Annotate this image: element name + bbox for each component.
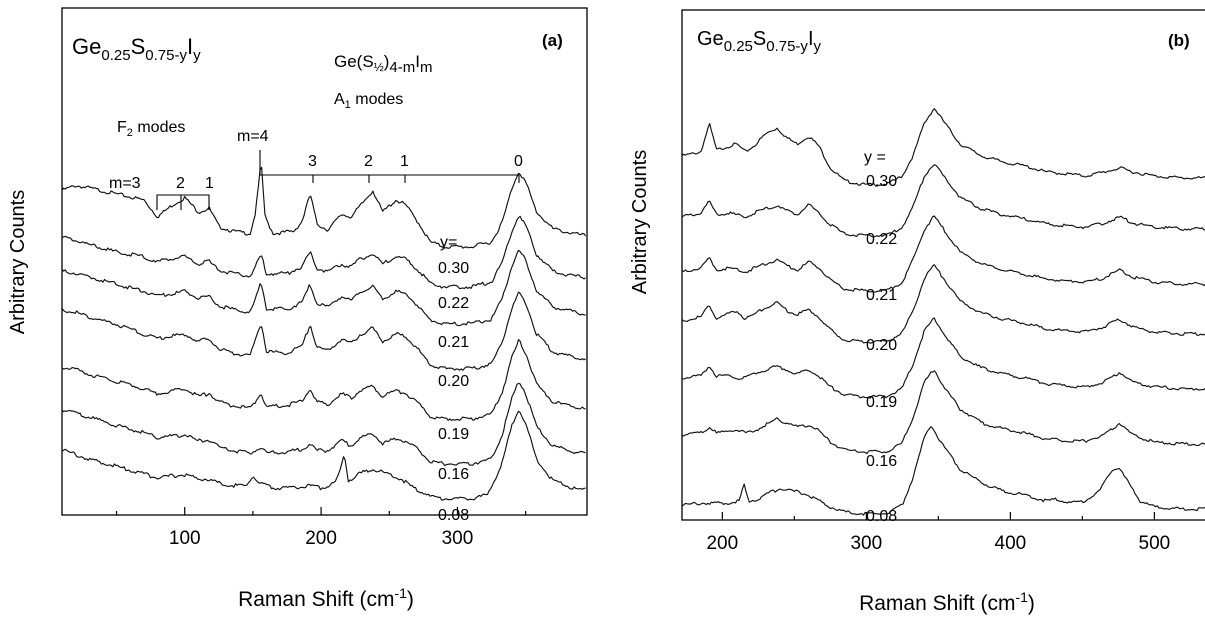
series-label-b-0.22: 0.22 [866,231,897,248]
series-label-a-0.20: 0.20 [438,373,469,390]
title-b: Ge0.25S0.75-yIy [697,28,822,55]
series-trace-b-0.21 [681,215,1205,293]
series-labels-b: 0.30 0.22 0.21 0.20 0.19 0.16 0.08 [866,173,897,525]
series-label-a-0.22: 0.22 [438,295,469,312]
series-label-a-0.21: 0.21 [438,334,469,351]
series-trace-b-0.20 [681,264,1205,344]
traces-a [61,166,587,501]
series-labels-a: 0.30 0.22 0.21 0.20 0.19 0.16 0.08 [438,260,469,524]
series-trace-a-0.08 [61,410,586,501]
panel-label-a: (a) [542,31,563,50]
y-axis-label-b: Arbitrary Counts [629,150,651,295]
series-trace-a-0.22 [61,215,586,290]
panel-label-b: (b) [1168,31,1190,50]
x-axis-label-a: Raman Shift (cm-1) [238,585,414,611]
series-trace-a-0.19 [61,339,586,421]
series-trace-a-0.30 [61,166,587,249]
a1-2-label: 2 [364,153,373,170]
f2-1-label: 1 [205,175,214,192]
a1-3-label: 3 [308,153,317,170]
series-trace-b-0.08 [681,426,1205,516]
series-label-b-0.21: 0.21 [866,287,897,304]
x-tick-label-b-500: 500 [1139,533,1171,554]
a1-m4-label: m=4 [237,128,269,145]
series-trace-b-0.22 [681,164,1205,238]
x-ticks-b: 200 300 400 500 [706,512,1170,554]
a1-modes-label: A1 modes [334,91,403,111]
a1-0-label: 0 [514,153,523,170]
y-prefix-b: y = [864,149,886,166]
traces-b [681,108,1205,516]
x-tick-label-b-300: 300 [850,533,882,554]
x-tick-label-b-200: 200 [706,533,738,554]
series-label-b-0.19: 0.19 [866,394,897,411]
plot-frame-b [681,9,1205,521]
series-label-b-0.30: 0.30 [866,173,897,190]
x-axis-label-b: Raman Shift (cm-1) [859,589,1035,615]
series-trace-b-0.16 [681,370,1205,455]
plot-frame-a [61,7,588,516]
title-a: Ge0.25S0.75-yIy [72,34,201,64]
x-tick-label-a-100: 100 [169,528,201,549]
panel-b: 200 300 400 500 Ge0.25S0.75-yIy (b) y = 0.3… [629,9,1205,615]
series-label-b-0.16: 0.16 [866,453,897,470]
series-label-a-0.30: 0.30 [438,260,469,277]
series-trace-a-0.21 [61,249,586,327]
panel-a: 100 200 300 Ge0.25S0.75-yIy (a) Ge(S½)4-mI… [7,7,588,611]
series-trace-b-0.30 [681,108,1205,187]
y-prefix-a: y= [440,234,457,251]
a1-1-label: 1 [400,153,409,170]
f2-modes-label: F2 modes [117,119,185,139]
x-ticks-a: 100 200 300 [115,507,527,549]
series-label-a-0.19: 0.19 [438,426,469,443]
x-tick-label-a-200: 200 [305,528,337,549]
f2-2-label: 2 [176,175,185,192]
series-label-a-0.08: 0.08 [438,507,469,524]
species-label: Ge(S½)4-mIm [334,52,432,76]
a1-bracket [259,150,520,183]
series-trace-a-0.20 [61,291,586,371]
y-axis-label-a: Arbitrary Counts [7,190,29,335]
x-tick-label-a-300: 300 [442,528,474,549]
series-label-a-0.16: 0.16 [438,466,469,483]
series-trace-a-0.16 [61,382,586,467]
x-tick-label-b-400: 400 [995,533,1027,554]
series-trace-b-0.19 [681,317,1205,399]
f2-m3-label: m=3 [109,175,141,192]
series-label-b-0.08: 0.08 [866,508,897,525]
f2-bracket [156,194,210,210]
series-label-b-0.20: 0.20 [866,337,897,354]
